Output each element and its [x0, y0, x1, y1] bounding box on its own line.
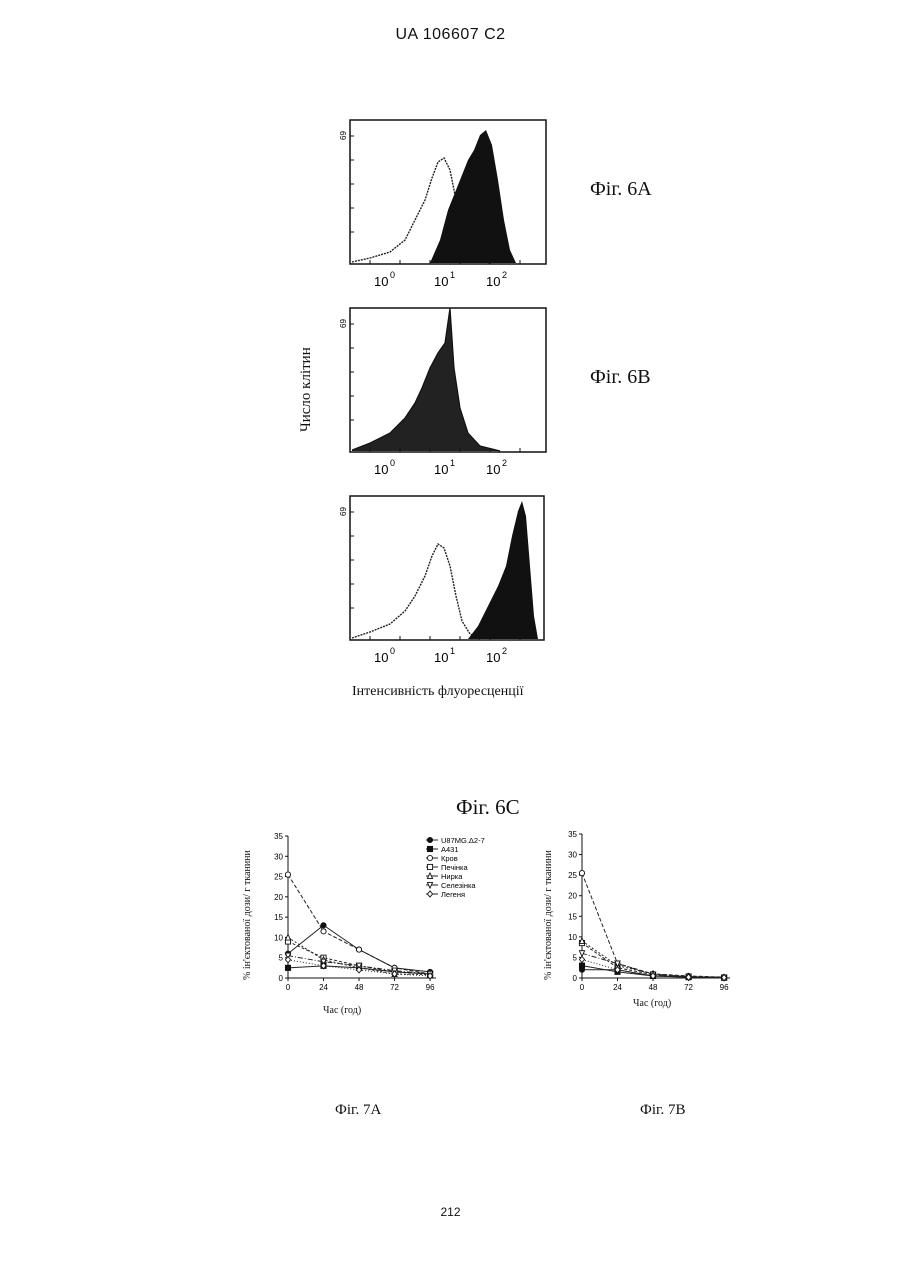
- x-tick-6c-2-exp: 2: [502, 646, 507, 656]
- fig7b-y-tick-label: 15: [568, 912, 577, 921]
- x-tick-6a-0-exp: 0: [390, 270, 395, 280]
- fig7a-y-tick-label: 20: [274, 893, 283, 902]
- fig7a-y-tick-label: 25: [274, 873, 283, 882]
- fig-6b-label: Фіг. 6B: [590, 366, 651, 389]
- histogram-6c-ymax: 69: [339, 507, 348, 516]
- fig7b-y-tick-label: 5: [573, 953, 578, 962]
- x-tick-6c-0: 10: [374, 650, 388, 665]
- fig7a-x-tick-label: 48: [355, 983, 364, 992]
- x-tick-6a-2: 10: [486, 274, 500, 289]
- fig6-y-axis-label: Число клітин: [298, 347, 315, 432]
- fig7a-point-2-0: [285, 872, 290, 877]
- x-tick-6a-0: 10: [374, 274, 388, 289]
- fig7b-y-tick-label: 25: [568, 871, 577, 880]
- fig7a-x-tick-label: 0: [286, 983, 291, 992]
- histogram-panel-6c: 69 10 0 10 1 10 2: [339, 496, 544, 665]
- x-tick-6c-2: 10: [486, 650, 500, 665]
- chart-fig-7b: 0 5 10 15 20 25 30 35 0 24 48 72 96: [540, 828, 740, 1018]
- fig7a-point-0-1: [321, 923, 326, 928]
- x-tick-6c-0-exp: 0: [390, 646, 395, 656]
- page-number: 212: [0, 1205, 901, 1219]
- fig7a-y-tick-label: 5: [279, 954, 284, 963]
- fig7a-series-6: [285, 957, 432, 979]
- fig7b-y-tick-label: 35: [568, 830, 577, 839]
- fig7b-y-tick-label: 30: [568, 851, 577, 860]
- fig7b-x-tick-label: 72: [684, 983, 693, 992]
- fig7a-point-2-2: [356, 947, 361, 952]
- fig7a-legend-label-0: U87MG.Δ2-7: [441, 836, 485, 845]
- fig7a-series-2: [285, 872, 432, 977]
- fig7b-series-2: [579, 870, 726, 979]
- fig7a-point-1-0: [285, 965, 290, 970]
- fig7a-x-tick-label: 96: [426, 983, 435, 992]
- histogram-6c-filled-peak: [468, 501, 538, 639]
- x-tick-6b-2: 10: [486, 462, 500, 477]
- fig7b-y-tick-label: 20: [568, 892, 577, 901]
- fig7a-legend-marker-0: [427, 837, 432, 842]
- histogram-6a-ymax: 69: [339, 131, 348, 140]
- fig-6c-label: Фіг. 6C: [456, 795, 520, 820]
- fig7a-legend-label-3: Печінка: [441, 863, 468, 872]
- fig7a-legend-marker-6: [427, 891, 432, 897]
- x-tick-6b-0: 10: [374, 462, 388, 477]
- fig7a-y-tick-label: 15: [274, 913, 283, 922]
- fig7a-legend-marker-3: [427, 864, 432, 869]
- histogram-6a-filled-peak: [430, 130, 516, 263]
- fig6-histograms: 69 10 0 10 1 10 2 69 10 0 10 1 10 2: [320, 110, 580, 670]
- histogram-panel-6a: 69 10 0 10 1 10 2: [339, 120, 546, 289]
- fig7a-point-2-1: [321, 929, 326, 934]
- fig7b-series-line-2: [582, 873, 724, 977]
- x-tick-6c-1-exp: 1: [450, 646, 455, 656]
- fig7b-y-tick-label: 10: [568, 933, 577, 942]
- x-tick-6b-1: 10: [434, 462, 448, 477]
- fig-7a-label: Фіг. 7A: [335, 1102, 381, 1119]
- fig6-x-axis-label: Інтенсивність флуоресценції: [352, 684, 524, 700]
- x-tick-6a-1: 10: [434, 274, 448, 289]
- chart-fig-7a: 0 5 10 15 20 25 30 35 0 24 48 72 96 U87MG.Δ2-7A431Кро…: [236, 828, 496, 1018]
- histogram-6b-ymax: 69: [339, 319, 348, 328]
- fig7a-legend-label-4: Нирка: [441, 872, 463, 881]
- fig7b-x-tick-label: 96: [720, 983, 729, 992]
- fig7a-y-tick-label: 35: [274, 832, 283, 841]
- fig7b-y-axis-label: % ін'єктованої дози/ г тканини: [543, 850, 554, 980]
- fig7b-x-tick-label: 48: [649, 983, 658, 992]
- fig7a-legend-marker-2: [427, 855, 432, 860]
- fig7b-x-tick-label: 24: [613, 983, 622, 992]
- fig7a-y-axis-label: % ін'єктованої дози/ г тканини: [242, 850, 253, 980]
- histogram-6c-open-peak: [352, 544, 480, 639]
- fig7b-point-2-0: [579, 870, 584, 875]
- fig7b-x-axis-label: Час (год): [633, 998, 671, 1009]
- fig7a-legend-marker-1: [427, 846, 432, 851]
- fig7a-y-tick-label: 10: [274, 933, 283, 942]
- fig7b-y-tick-label: 0: [573, 974, 578, 983]
- fig7a-legend-label-5: Селезінка: [441, 881, 476, 890]
- x-tick-6b-1-exp: 1: [450, 458, 455, 468]
- x-tick-6a-1-exp: 1: [450, 270, 455, 280]
- fig-7b-label: Фіг. 7B: [640, 1102, 685, 1119]
- fig7a-legend-label-6: Легеня: [441, 890, 465, 899]
- fig-6a-label: Фіг. 6A: [590, 178, 652, 201]
- fig7a-x-axis-label: Час (год): [323, 1005, 361, 1016]
- fig7a-legend-label-1: A431: [441, 845, 459, 854]
- fig7a-y-tick-label: 0: [279, 974, 284, 983]
- fig7b-point-1-0: [579, 963, 584, 968]
- fig7a-legend-label-2: Кров: [441, 854, 458, 863]
- x-tick-6c-1: 10: [434, 650, 448, 665]
- x-tick-6b-2-exp: 2: [502, 458, 507, 468]
- fig7b-x-tick-label: 0: [580, 983, 585, 992]
- fig7a-x-tick-label: 24: [319, 983, 328, 992]
- fig7a-legend: U87MG.Δ2-7A431КровПечінкаНиркаСелезінкаЛ…: [426, 836, 485, 899]
- patent-header: UA 106607 C2: [0, 26, 901, 44]
- fig7a-x-tick-label: 72: [390, 983, 399, 992]
- x-tick-6a-2-exp: 2: [502, 270, 507, 280]
- fig7a-y-tick-label: 30: [274, 852, 283, 861]
- histogram-panel-6b: 69 10 0 10 1 10 2: [339, 308, 546, 477]
- x-tick-6b-0-exp: 0: [390, 458, 395, 468]
- histogram-6b-filled-peak: [352, 308, 500, 451]
